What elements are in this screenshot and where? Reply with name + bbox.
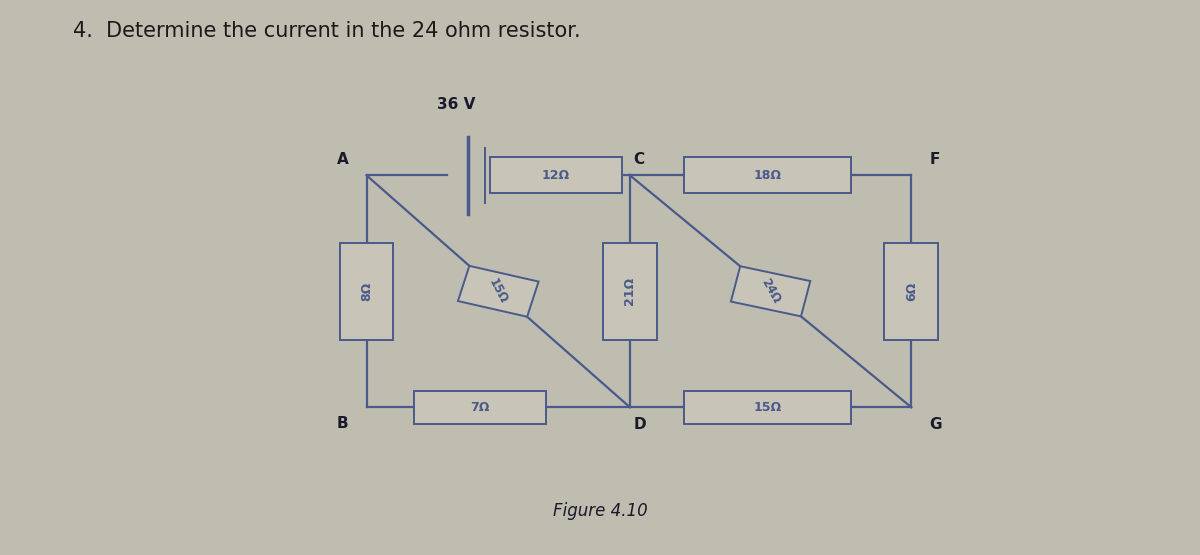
Text: A: A: [337, 152, 348, 167]
FancyBboxPatch shape: [884, 243, 938, 340]
Text: 6Ω: 6Ω: [905, 282, 918, 301]
Text: B: B: [337, 416, 348, 431]
Polygon shape: [458, 266, 539, 317]
FancyBboxPatch shape: [684, 391, 852, 424]
Text: 21Ω: 21Ω: [624, 278, 636, 305]
FancyBboxPatch shape: [340, 243, 394, 340]
Text: 15Ω: 15Ω: [754, 401, 781, 414]
FancyBboxPatch shape: [414, 391, 546, 424]
Text: G: G: [929, 417, 942, 432]
Text: 12Ω: 12Ω: [541, 169, 570, 182]
FancyBboxPatch shape: [602, 243, 656, 340]
Text: 18Ω: 18Ω: [754, 169, 781, 182]
FancyBboxPatch shape: [684, 158, 852, 193]
Text: C: C: [634, 152, 644, 167]
Text: F: F: [929, 152, 940, 167]
Text: 24Ω: 24Ω: [758, 276, 782, 306]
Text: Figure 4.10: Figure 4.10: [553, 502, 647, 521]
Text: D: D: [634, 417, 646, 432]
Polygon shape: [731, 266, 810, 316]
Text: 36 V: 36 V: [437, 97, 475, 112]
Text: 7Ω: 7Ω: [470, 401, 490, 414]
Text: 15Ω: 15Ω: [486, 276, 510, 306]
FancyBboxPatch shape: [490, 158, 622, 193]
Text: 8Ω: 8Ω: [360, 282, 373, 301]
Text: 4.  Determine the current in the 24 ohm resistor.: 4. Determine the current in the 24 ohm r…: [73, 21, 581, 41]
